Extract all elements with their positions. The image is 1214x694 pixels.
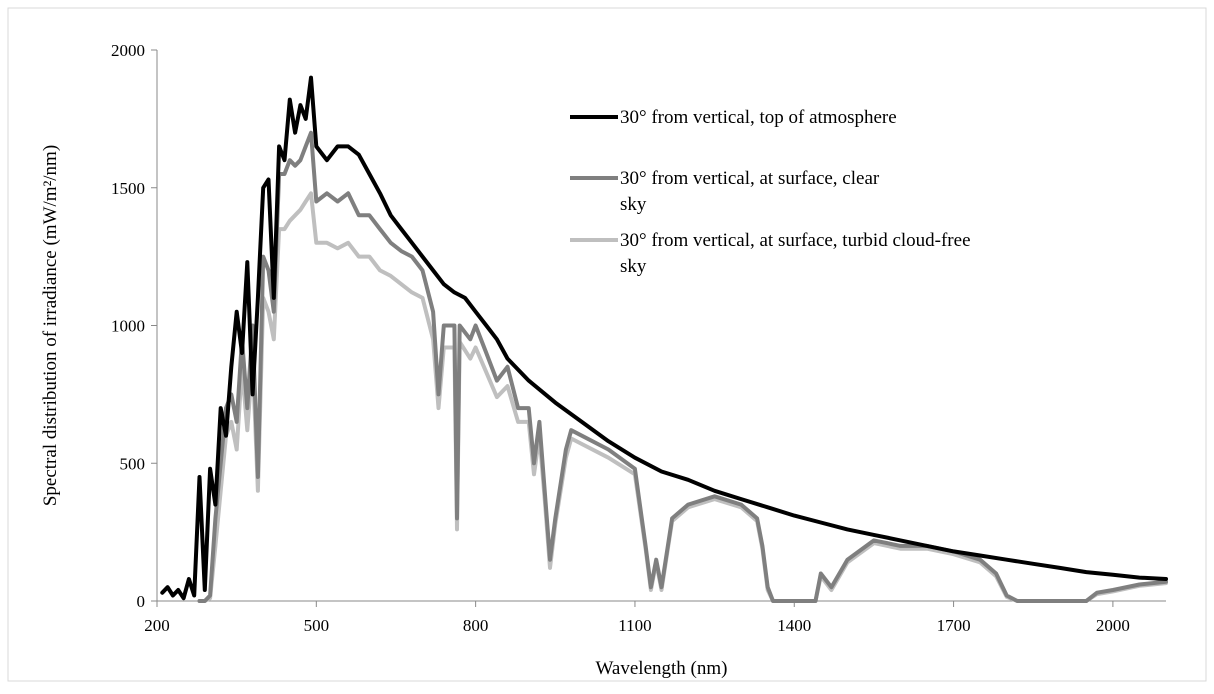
legend-label-3: 30° from vertical, at surface, turbid cl…: [620, 230, 971, 277]
series-line-3: [197, 191, 1168, 603]
x-tick-label: 800: [463, 616, 489, 635]
y-axis-label: Spectral distribution of irradiance (mW/…: [40, 145, 61, 506]
legend: 30° from vertical, top of atmosphere 30° …: [570, 107, 971, 277]
y-tick-label: 500: [120, 454, 146, 473]
legend-label-1: 30° from vertical, top of atmosphere: [620, 107, 897, 128]
x-tick-label: 1100: [618, 616, 651, 635]
x-tick-label: 1400: [777, 616, 811, 635]
legend-label-2: 30° from vertical, at surface, clear sky: [620, 168, 880, 215]
series-line-2: [197, 130, 1168, 603]
y-tick-label: 0: [137, 592, 146, 611]
x-tick-label: 2000: [1096, 616, 1130, 635]
chart-border: [7, 7, 1207, 682]
series-line-1: [160, 75, 1168, 601]
x-axis-label: Wavelength (nm): [596, 658, 728, 679]
y-tick-label: 1000: [111, 317, 145, 336]
x-tick-label: 500: [304, 616, 330, 635]
x-tick-label: 200: [144, 616, 170, 635]
axes: 0 500 1000 1500 2000 200 500 800 1100 1400 1700 200…: [111, 41, 1166, 635]
x-tick-label: 1700: [937, 616, 971, 635]
y-tick-label: 2000: [111, 41, 145, 60]
series-lines: [160, 75, 1168, 603]
y-tick-label: 1500: [111, 179, 145, 198]
